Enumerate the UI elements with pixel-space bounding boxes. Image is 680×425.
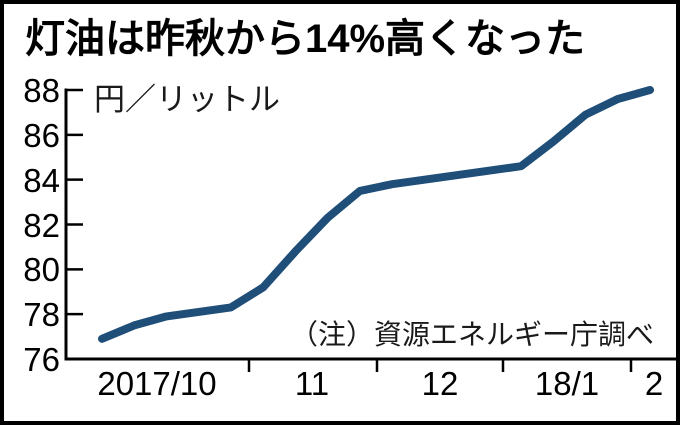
kerosene-price-line bbox=[98, 86, 654, 343]
x-axis-ticks bbox=[247, 359, 633, 372]
y-tick-label: 88 bbox=[23, 72, 60, 109]
x-tick-label: 11 bbox=[294, 365, 330, 402]
y-tick-label: 78 bbox=[23, 296, 60, 334]
y-axis-unit-label: 円／リットル bbox=[94, 82, 280, 117]
y-tick-label: 80 bbox=[23, 251, 60, 289]
y-axis-ticks bbox=[66, 88, 83, 316]
y-tick-label: 84 bbox=[23, 161, 60, 199]
x-tick-label: 18/1 bbox=[534, 365, 600, 402]
y-tick-label: 86 bbox=[23, 116, 60, 154]
chart-title: 灯油は昨秋から14%高くなった bbox=[25, 17, 586, 61]
source-note: （注）資源エネルギー庁調べ bbox=[289, 319, 654, 350]
y-tick-label: 82 bbox=[23, 206, 60, 244]
y-tick-label: 76 bbox=[23, 341, 60, 378]
x-tick-label: 2017/10 bbox=[97, 365, 217, 402]
x-tick-label: 2 bbox=[644, 365, 664, 402]
x-tick-label: 12 bbox=[421, 365, 459, 402]
